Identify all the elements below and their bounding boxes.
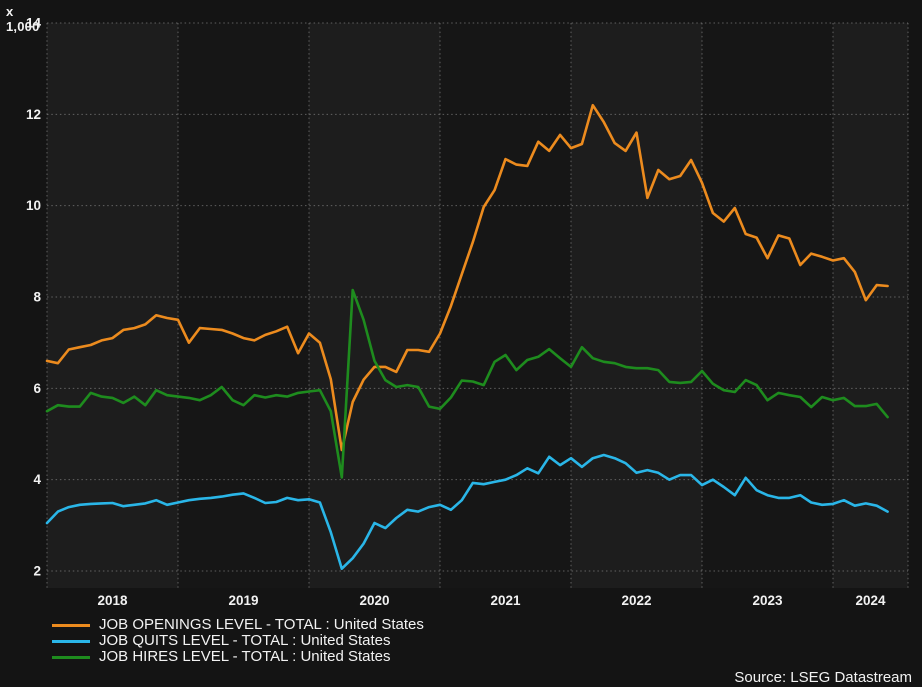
openings-line-swatch — [52, 623, 90, 627]
svg-text:14: 14 — [26, 16, 42, 31]
hires-line-swatch — [52, 655, 90, 659]
svg-text:2023: 2023 — [752, 593, 783, 608]
svg-text:10: 10 — [26, 198, 41, 213]
svg-text:2020: 2020 — [359, 593, 389, 608]
svg-text:2019: 2019 — [228, 593, 258, 608]
svg-text:4: 4 — [33, 472, 41, 487]
svg-text:12: 12 — [26, 107, 41, 122]
svg-text:2: 2 — [33, 564, 41, 579]
legend-row-quits: JOB QUITS LEVEL - TOTAL : United States — [52, 633, 424, 649]
source-label: Source: LSEG Datastream — [734, 669, 912, 686]
legend-label-quits: JOB QUITS LEVEL - TOTAL : United States — [99, 632, 391, 649]
svg-text:8: 8 — [33, 290, 41, 305]
y-axis-unit-label: x 1,000 — [6, 4, 40, 34]
legend-row-openings: JOB OPENINGS LEVEL - TOTAL : United Stat… — [52, 617, 424, 633]
svg-text:6: 6 — [33, 381, 41, 396]
svg-text:2021: 2021 — [490, 593, 521, 608]
svg-text:2024: 2024 — [855, 593, 886, 608]
legend: JOB OPENINGS LEVEL - TOTAL : United Stat… — [52, 617, 424, 665]
legend-label-hires: JOB HIRES LEVEL - TOTAL : United States — [99, 648, 391, 665]
svg-text:2022: 2022 — [621, 593, 651, 608]
legend-row-hires: JOB HIRES LEVEL - TOTAL : United States — [52, 649, 424, 665]
legend-label-openings: JOB OPENINGS LEVEL - TOTAL : United Stat… — [99, 616, 424, 633]
svg-text:2018: 2018 — [97, 593, 128, 608]
quits-line-swatch — [52, 639, 90, 643]
